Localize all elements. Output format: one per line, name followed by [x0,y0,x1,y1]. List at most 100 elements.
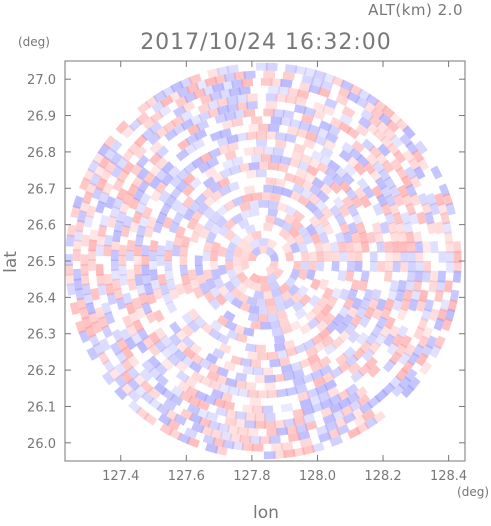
field-cell [372,202,384,216]
field-cell [128,118,143,132]
field-cell [203,240,214,253]
field-cell [445,241,454,254]
field-cell [139,380,154,394]
field-cell [308,394,322,406]
field-cell [287,432,301,443]
field-cell [417,335,430,349]
field-cell [89,172,102,187]
field-cell [103,244,112,257]
field-cell [337,360,352,374]
field-cell [383,176,397,190]
field-cell [141,254,150,266]
field-cell [181,312,194,326]
field-cell [219,167,233,179]
field-cell [275,93,288,103]
field-cell [329,181,343,195]
field-cell [296,285,309,298]
field-cell [202,176,216,189]
field-cell [195,119,210,132]
field-cell [170,80,184,93]
field-cell [331,336,345,350]
field-cell [133,264,143,276]
field-cell [73,239,82,252]
field-cell [339,113,353,126]
field-cell [342,231,353,244]
field-cell [285,346,298,358]
field-cell [212,397,226,409]
field-cell [159,283,170,296]
field-cell [176,168,190,181]
field-cell [345,383,359,397]
field-cell [174,359,188,373]
field-cell [310,402,324,414]
field-cell [148,163,162,178]
field-cell [294,96,308,107]
field-cell [307,192,321,206]
y-tick-label: 26.1 [27,400,56,415]
field-cell [293,233,306,246]
field-cell [374,333,387,347]
field-cell [133,145,148,160]
field-cell [327,124,341,137]
field-cell [409,192,421,207]
field-cell [302,413,316,424]
field-cell [281,220,294,233]
field-cell [107,215,118,229]
field-cell [331,261,340,272]
field-cell [179,390,193,403]
field-cell [209,285,222,299]
field-cell [65,234,75,247]
field-cell [236,282,249,294]
field-cell [429,344,442,359]
field-cell [179,110,194,123]
field-cell [133,254,142,266]
field-cell [224,416,238,427]
field-cell [248,123,260,133]
field-cell [425,335,438,350]
field-cell [110,164,124,179]
field-cell [244,224,256,235]
field-cell [305,131,319,143]
field-cell [365,93,380,107]
field-cell [95,264,104,276]
field-cell [426,221,437,235]
field-cell [154,327,167,341]
field-cell [88,249,96,261]
field-cell [350,195,363,209]
field-cell [308,215,321,228]
field-cell [214,113,228,124]
field-cell [352,347,366,361]
field-cell [205,411,219,422]
field-cell [389,202,401,216]
field-cell [65,263,74,276]
y-tick-label: 26.8 [27,146,56,161]
field-cell [214,293,228,306]
field-cell [360,270,370,282]
field-cell [75,320,87,334]
field-cell [248,251,258,261]
field-cell [244,420,257,429]
field-cell [380,202,392,216]
field-cell [447,299,458,313]
y-tick-label: 26.6 [27,219,56,234]
field-cell [97,315,109,330]
field-cell [289,320,302,332]
field-cell [452,270,462,283]
field-cell [234,418,247,428]
field-cell [359,401,373,415]
field-cell [321,241,332,253]
field-cell [307,123,321,135]
field-cell [277,86,290,96]
field-cell [299,293,312,307]
field-cell [428,308,440,322]
field-cell [351,140,365,154]
field-cell [199,226,211,240]
field-cell [430,165,443,180]
field-cell [280,324,293,335]
field-cell [258,245,269,254]
field-cell [88,259,96,271]
field-cell [374,231,384,244]
field-cell [267,305,278,315]
field-cell [266,428,279,437]
field-cell [109,152,123,166]
